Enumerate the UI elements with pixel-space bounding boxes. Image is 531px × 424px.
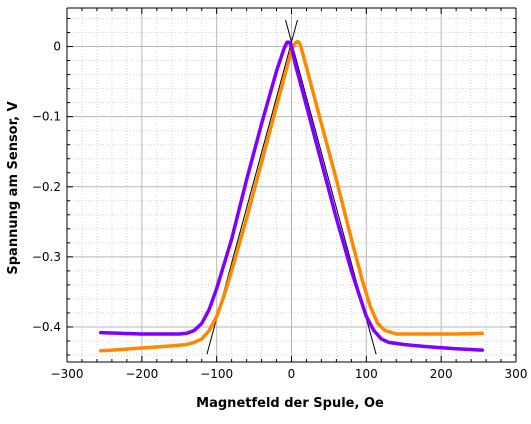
ticks: −300 −200 −100 0 100 200 300 0 −0.1 −0.2 −0.3 −0.4 <box>32 8 528 381</box>
y-tick-label: −0.1 <box>32 110 61 124</box>
x-tick-label: 0 <box>288 367 296 381</box>
y-tick-label: 0 <box>53 40 61 54</box>
x-axis-label: Magnetfeld der Spule, Oe <box>196 396 384 411</box>
x-tick-label: 300 <box>505 367 528 381</box>
x-tick-label: 200 <box>430 367 453 381</box>
x-tick-label: −200 <box>125 367 158 381</box>
y-tick-label: −0.2 <box>32 180 61 194</box>
series-group <box>98 39 485 353</box>
x-tick-label: 100 <box>355 367 378 381</box>
series-line-1 <box>98 39 485 353</box>
series-line-2 <box>98 40 485 352</box>
x-tick-label: −300 <box>51 367 84 381</box>
grid <box>67 8 516 362</box>
y-tick-label: −0.4 <box>32 320 61 334</box>
y-axis-label: Spannung am Sensor, V <box>6 101 21 274</box>
y-tick-label: −0.3 <box>32 250 61 264</box>
x-tick-label: −100 <box>200 367 233 381</box>
